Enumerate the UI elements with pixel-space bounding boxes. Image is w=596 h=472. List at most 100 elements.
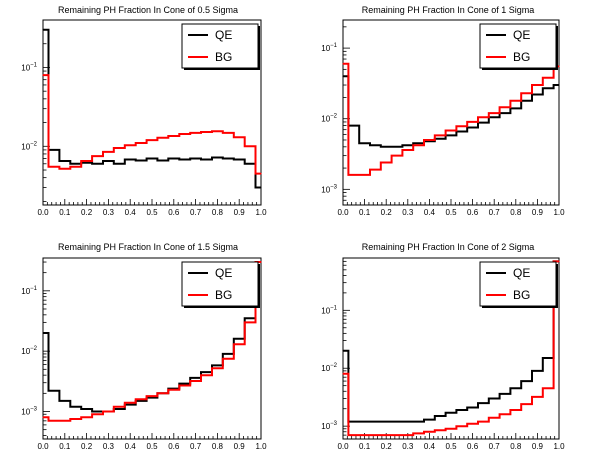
data-point-qe [396, 421, 398, 423]
data-point-bg [118, 147, 120, 149]
data-point-bg [418, 144, 420, 146]
x-tick-label: 1.0 [553, 208, 565, 217]
legend-box [479, 23, 557, 69]
y-tick-label: 10−1 [21, 62, 37, 72]
data-point-bg [184, 384, 186, 387]
data-point-qe [96, 410, 99, 413]
data-point-qe [353, 125, 355, 127]
data-point-bg [162, 392, 164, 394]
data-point-qe [42, 332, 44, 334]
legend-box [479, 261, 557, 307]
data-point-qe [205, 371, 208, 373]
data-point-bg [439, 429, 441, 431]
x-tick-label: 0.9 [532, 442, 544, 451]
data-point-bg [260, 261, 262, 263]
y-tick-label: 10−2 [321, 114, 337, 124]
data-point-bg [162, 137, 164, 139]
data-point-bg [118, 406, 120, 408]
y-tick-label: 10−2 [21, 141, 37, 151]
series-line-bg [43, 261, 261, 422]
data-point-qe [86, 408, 88, 410]
data-point-bg [195, 132, 197, 134]
data-point-qe [504, 112, 506, 114]
x-tick-label: 0.8 [212, 208, 224, 217]
data-point-bg [342, 63, 344, 65]
data-point-qe [140, 400, 142, 402]
x-tick-label: 0.0 [37, 442, 49, 451]
data-point-bg [184, 133, 186, 135]
data-point-bg [450, 428, 452, 430]
data-point-qe [428, 419, 430, 421]
data-point-bg [374, 169, 376, 171]
data-point-qe [364, 142, 366, 144]
data-point-bg [238, 136, 240, 138]
data-point-bg [418, 432, 420, 434]
data-point-qe [450, 412, 452, 414]
x-tick-label: 0.4 [125, 208, 137, 217]
data-point-bg [558, 260, 560, 262]
data-point-qe [526, 380, 528, 382]
data-point-bg [129, 144, 131, 146]
data-point-bg [53, 420, 55, 422]
y-tick-label: 10−3 [321, 184, 337, 194]
data-point-qe [482, 402, 484, 404]
data-point-bg [173, 135, 175, 137]
x-tick-label: 0.3 [402, 208, 414, 217]
x-tick-label: 0.1 [359, 442, 371, 451]
data-point-qe [547, 357, 549, 359]
data-point-bg [482, 421, 484, 423]
data-point-bg [472, 121, 474, 123]
data-point-qe [249, 163, 251, 165]
x-tick-label: 0.9 [532, 208, 544, 217]
data-point-bg [547, 387, 549, 389]
x-tick-label: 0.3 [402, 442, 414, 451]
data-point-qe [536, 370, 539, 372]
data-point-bg [396, 155, 398, 157]
chart-panel-2: Remaining PH Fraction In Cone of 1 Sigma… [321, 5, 565, 217]
x-tick-label: 0.4 [424, 442, 436, 451]
chart-panel-4: Remaining PH Fraction In Cone of 2 Sigma… [321, 242, 565, 451]
data-point-qe [205, 158, 208, 161]
x-tick-label: 0.1 [359, 208, 371, 217]
data-point-bg [472, 423, 474, 425]
data-point-qe [407, 421, 409, 423]
data-point-bg [86, 160, 88, 162]
x-tick-label: 0.3 [103, 208, 115, 217]
data-point-qe [526, 100, 528, 102]
data-point-qe [118, 408, 120, 410]
data-point-qe [238, 338, 240, 340]
data-point-qe [515, 387, 517, 389]
x-tick-label: 0.9 [234, 442, 246, 451]
legend-box [181, 261, 259, 307]
x-tick-label: 0.2 [381, 442, 393, 451]
data-point-bg [64, 168, 66, 170]
data-point-bg [558, 65, 560, 67]
data-point-qe [472, 406, 474, 409]
data-point-bg [216, 367, 218, 369]
x-tick-label: 0.7 [190, 442, 202, 451]
data-point-qe [472, 126, 474, 129]
data-point-qe [227, 353, 229, 355]
data-point-bg [515, 409, 517, 411]
data-point-bg [205, 131, 208, 133]
x-tick-label: 0.1 [59, 208, 71, 217]
x-tick-label: 0.5 [445, 208, 457, 217]
data-point-qe [64, 160, 66, 162]
series-line-bg [343, 62, 559, 176]
legend-label-qe: QE [215, 266, 232, 280]
data-point-qe [184, 158, 186, 161]
data-point-bg [249, 145, 251, 147]
data-point-qe [547, 87, 549, 89]
data-point-bg [140, 398, 142, 400]
data-point-qe [151, 397, 153, 399]
x-tick-label: 1.0 [553, 442, 565, 451]
data-point-bg [342, 373, 344, 375]
legend-label-qe: QE [215, 28, 232, 42]
legend-label-bg: BG [513, 288, 530, 302]
x-tick-label: 1.0 [255, 208, 267, 217]
x-tick-label: 0.4 [424, 208, 436, 217]
data-point-bg [353, 434, 355, 436]
data-point-bg [515, 100, 517, 102]
x-tick-label: 0.6 [168, 442, 180, 451]
x-tick-label: 0.5 [146, 208, 158, 217]
